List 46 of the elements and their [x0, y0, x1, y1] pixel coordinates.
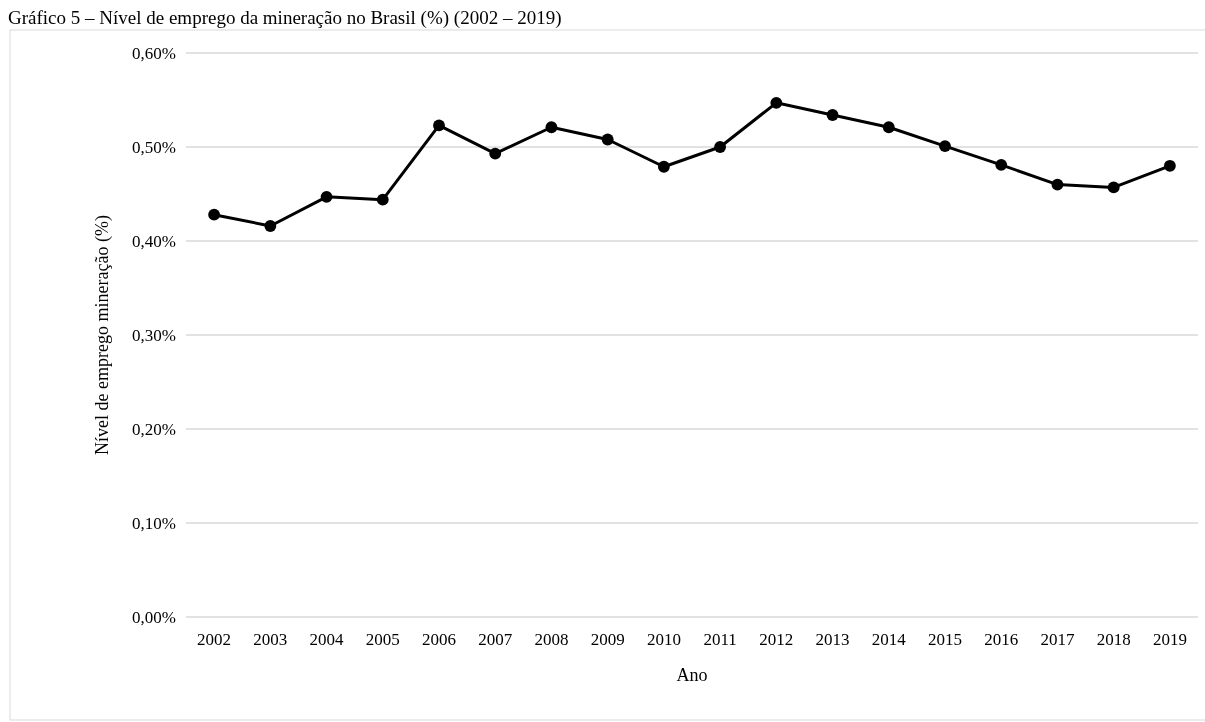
point	[601, 133, 614, 146]
x-tick-label: 2014	[871, 630, 907, 649]
y-tick-label: 0,30%	[132, 325, 176, 345]
x-axis-title: Ano	[676, 665, 708, 685]
y-tick-label: 0,50%	[132, 137, 176, 157]
x-tick-label: 2010	[646, 630, 681, 649]
point	[545, 121, 558, 134]
point	[433, 119, 445, 132]
point	[770, 96, 783, 109]
x-tick-label: 2003	[253, 630, 288, 649]
point	[1163, 159, 1176, 172]
point	[826, 109, 839, 121]
x-tick-label: 2008	[534, 630, 569, 649]
y-tick-label: 0,60%	[132, 43, 176, 63]
x-tick-label: 2009	[590, 630, 625, 649]
y-axis-title: Nível de emprego mineração (%)	[92, 215, 113, 455]
point	[939, 140, 951, 152]
point	[264, 220, 277, 232]
x-tick-label: 2017	[1040, 630, 1075, 649]
x-tick-label: 2018	[1096, 630, 1131, 649]
point	[320, 190, 333, 203]
point	[995, 158, 1008, 171]
point	[882, 121, 895, 134]
x-tick-label: 2005	[365, 630, 400, 649]
point	[714, 141, 727, 153]
y-tick-label: 0,20%	[132, 419, 176, 439]
point	[376, 193, 389, 206]
point	[1107, 181, 1120, 194]
chart-title: Gráfico 5 – Nível de emprego da mineração no Brasil (%) (2002 – 2019)	[8, 7, 562, 29]
x-tick-label: 2007	[478, 630, 513, 649]
x-tick-label: 2012	[759, 630, 794, 649]
x-tick-label: 2015	[928, 630, 962, 649]
point	[489, 147, 502, 160]
point	[208, 208, 221, 221]
point	[657, 160, 670, 173]
x-tick-label: 2002	[197, 630, 232, 649]
x-tick-label: 2006	[422, 630, 456, 649]
point	[1051, 178, 1064, 191]
y-tick-label: 0,00%	[132, 607, 176, 627]
x-tick-label: 2013	[815, 630, 850, 649]
x-tick-label: 2019	[1152, 630, 1187, 649]
y-tick-label: 0,40%	[132, 231, 176, 251]
x-tick-label: 2016	[984, 630, 1019, 649]
x-tick-label: 2004	[309, 630, 345, 649]
y-tick-label: 0,10%	[132, 513, 176, 533]
x-tick-label: 2011	[703, 630, 737, 649]
